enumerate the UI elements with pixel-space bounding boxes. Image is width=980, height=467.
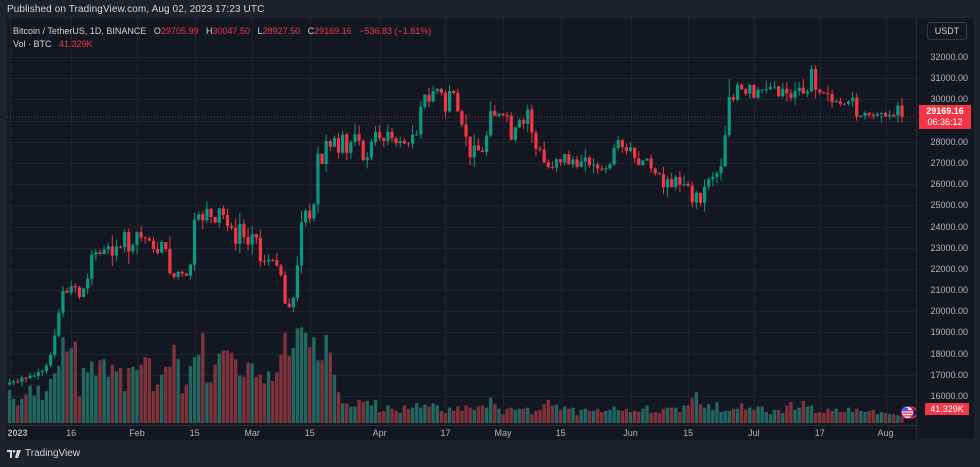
time-tick-label: Jun: [623, 428, 638, 438]
price-tick-label: 27000.00: [930, 157, 968, 168]
price-tick-label: 28000.00: [930, 136, 968, 147]
time-tick-label: Mar: [244, 428, 260, 438]
grid-lines: [7, 18, 916, 425]
time-tick-label: 17: [814, 428, 825, 438]
price-tick-label: 23000.00: [930, 242, 968, 253]
chart-plot-area[interactable]: Bitcoin / TetherUS, 1D, BINANCE O29705.9…: [7, 18, 918, 425]
legend-close-label: C: [307, 26, 315, 36]
time-tick-label: 15: [304, 428, 315, 438]
price-tick-label: 17000.00: [930, 369, 968, 380]
legend-volume-row: Vol · BTC 41.329K: [13, 38, 431, 51]
price-axis[interactable]: USDT 32000.00 31000.00 30000.00 28000.00 270…: [916, 18, 974, 439]
time-tick-label: Apr: [372, 428, 387, 438]
time-tick-label: 15: [683, 428, 694, 438]
price-tick-label: 30000.00: [930, 94, 968, 105]
time-tick-label: 16: [66, 428, 77, 438]
brand-label: TradingView: [25, 448, 81, 459]
legend-volume-label[interactable]: Vol · BTC: [13, 39, 52, 49]
bar-countdown: 06:36:12: [927, 117, 963, 127]
volume-marker: 41.329K: [925, 403, 969, 415]
price-tick-label: 21000.00: [930, 285, 968, 296]
chart-legend: Bitcoin / TetherUS, 1D, BINANCE O29705.9…: [13, 25, 431, 51]
price-candles: [7, 65, 904, 387]
price-tick-label: 22000.00: [930, 263, 968, 274]
legend-low-label: L: [257, 26, 263, 36]
price-tick-label: 20000.00: [930, 306, 968, 317]
price-tick-label: 24000.00: [930, 221, 968, 232]
currency-unit-button[interactable]: USDT: [927, 22, 967, 40]
price-tick-label: 18000.00: [930, 348, 968, 359]
price-tick-label: 19000.00: [930, 327, 968, 338]
legend-low-value: 28927.50: [262, 26, 301, 36]
time-tick-label: 17: [440, 428, 451, 438]
tradingview-brand[interactable]: TradingView: [7, 448, 80, 459]
tradingview-logo-icon: [7, 449, 21, 458]
price-tick-label: 31000.00: [930, 73, 968, 84]
time-tick-label: 2023: [7, 428, 28, 438]
time-tick-label: May: [494, 428, 512, 438]
legend-ohlc-row: Bitcoin / TetherUS, 1D, BINANCE O29705.9…: [13, 25, 431, 38]
legend-volume-value: 41.329K: [59, 39, 93, 49]
legend-high-label: H: [205, 26, 213, 36]
time-tick-label: Feb: [129, 428, 145, 438]
price-tick-label: 25000.00: [930, 200, 968, 211]
legend-close-value: 29169.16: [314, 26, 352, 36]
us-flag-event-icon[interactable]: [901, 406, 918, 419]
time-tick-label: Aug: [877, 428, 894, 438]
time-tick-label: 15: [189, 428, 200, 438]
price-tick-label: 26000.00: [930, 179, 968, 190]
legend-open-value: 29705.99: [160, 26, 199, 36]
legend-open-label: O: [153, 26, 161, 36]
time-tick-label: Jul: [748, 428, 760, 438]
legend-change-value: −536.83 (−1.81%): [359, 26, 432, 36]
last-price-marker: 29169.16 06:36:12: [919, 105, 971, 129]
chart-frame: Bitcoin / TetherUS, 1D, BINANCE O29705.9…: [7, 18, 974, 440]
published-caption: Published on TradingView.com, Aug 02, 20…: [7, 4, 265, 15]
volume-bars: [7, 327, 904, 423]
legend-high-value: 30047.50: [212, 26, 251, 36]
price-tick-label: 16000.00: [930, 391, 968, 401]
time-axis[interactable]: 2023 16 Feb 15 Mar 15 Apr 17 May 15 Jun 15 Jul 17 Aug: [7, 425, 916, 440]
candlestick-chart: [7, 18, 916, 425]
last-price-value: 29169.16: [926, 106, 964, 116]
legend-symbol[interactable]: Bitcoin / TetherUS, 1D, BINANCE: [13, 26, 147, 36]
time-tick-label: 15: [555, 428, 566, 438]
price-tick-label: 32000.00: [930, 52, 968, 62]
